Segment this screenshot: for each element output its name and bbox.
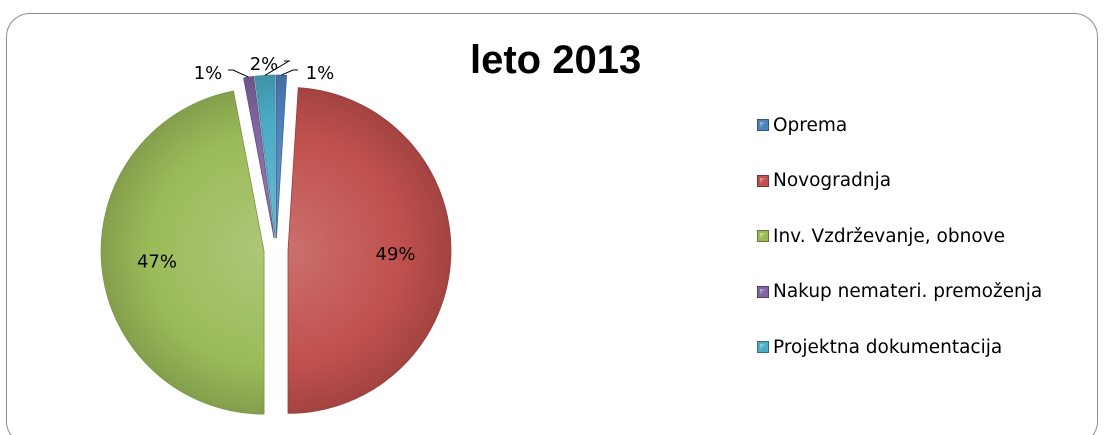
legend-item-inv-vzdrzevanje: Inv. Vzdrževanje, obnove bbox=[757, 222, 1042, 250]
pie-slice-oprema bbox=[275, 74, 288, 239]
pie-slice-novogradnja bbox=[287, 87, 452, 414]
legend-label-novogradnja: Novogradnja bbox=[773, 170, 892, 191]
data-label-nakup-nemateri-premozenja: 1% bbox=[194, 63, 223, 84]
data-label-inv-vzdrzevanje-obnove: 47% bbox=[137, 251, 177, 272]
legend-item-nakup: Nakup nemateri. premoženja bbox=[757, 278, 1042, 306]
legend-item-novogradnja: Novogradnja bbox=[757, 167, 1042, 195]
legend-label-oprema: Oprema bbox=[773, 114, 848, 136]
data-label-oprema: 1% bbox=[306, 63, 335, 84]
data-label-novogradnja: 49% bbox=[376, 244, 416, 265]
legend-swatch-novogradnja bbox=[757, 174, 769, 187]
pie-slice-inv-vzdrzevanje-obnove bbox=[100, 90, 265, 415]
legend-label-projektna: Projektna dokumentacija bbox=[773, 336, 1003, 358]
pie-slice-projektna-dokumentacija bbox=[254, 74, 276, 239]
chart-title: leto 2013 bbox=[470, 38, 642, 82]
leader-line-projektna-dokumentacija bbox=[264, 60, 291, 76]
data-label-projektna-dokumentacija: 2% bbox=[250, 54, 279, 75]
chart-legend: Oprema Novogradnja Inv. Vzdrževanje, obn… bbox=[757, 111, 1042, 389]
legend-swatch-nakup bbox=[757, 285, 769, 298]
legend-swatch-oprema bbox=[757, 119, 769, 131]
legend-swatch-inv-vzdrzevanje bbox=[757, 230, 769, 242]
leader-line-oprema bbox=[281, 69, 298, 76]
legend-label-inv-vzdrzevanje: Inv. Vzdrževanje, obnove bbox=[773, 225, 1005, 247]
legend-item-oprema: Oprema bbox=[757, 111, 1042, 139]
legend-item-projektna: Projektna dokumentacija bbox=[757, 333, 1042, 361]
legend-label-nakup: Nakup nemateri. premoženja bbox=[773, 281, 1043, 302]
leader-line-nakup-nemateri-premozenja bbox=[228, 69, 249, 78]
legend-swatch-projektna bbox=[757, 341, 769, 353]
